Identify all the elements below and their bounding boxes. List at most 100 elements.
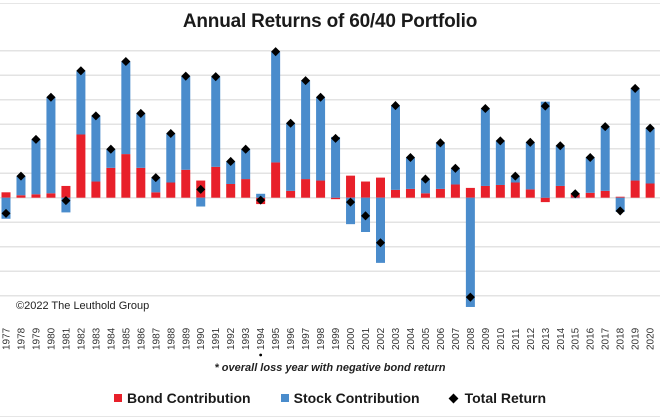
x-tick-label: 2003	[391, 327, 402, 350]
bars	[1, 51, 655, 307]
total-return-point	[91, 111, 101, 121]
x-tick-label: 1996	[286, 327, 297, 350]
bond-bar	[390, 189, 400, 198]
bond-bar	[316, 180, 326, 198]
total-return-point	[106, 144, 116, 154]
x-tick-label: 1979	[31, 327, 42, 350]
total-return-point	[181, 71, 191, 81]
chart-plot: 1977 1978 1979 1980 1981 1982 1983 1984 1985 1986…	[0, 47, 660, 357]
total-return-point	[585, 152, 595, 163]
stock-bar	[196, 197, 206, 207]
x-tick-label: 1977	[2, 327, 13, 350]
total-return-point	[226, 156, 236, 166]
x-tick-label: 2011	[511, 328, 522, 350]
legend-label-stock: Stock Contribution	[293, 390, 420, 406]
stock-bar	[465, 197, 475, 307]
bond-bar	[151, 192, 161, 198]
stock-bar	[525, 142, 535, 190]
bond-bar	[211, 166, 221, 198]
bond-bar	[91, 181, 101, 198]
bond-bar	[31, 194, 41, 198]
total-return-point	[405, 152, 415, 163]
bond-swatch-icon	[113, 394, 122, 402]
x-tick-label: 1992	[226, 327, 237, 350]
stock-swatch-icon	[280, 394, 289, 402]
x-tick-label: 2013	[541, 327, 552, 350]
bond-bar	[450, 184, 460, 198]
bond-bar	[480, 185, 490, 198]
x-tick-label: 1988	[166, 327, 177, 350]
total-return-point	[121, 56, 131, 67]
x-tick-label: 1985	[121, 327, 132, 350]
x-axis-labels: 1977 1978 1979 1980 1981 1982 1983 1984 1985 1986…	[2, 327, 657, 357]
stock-bar	[181, 76, 191, 170]
x-tick-label: 2001	[361, 327, 372, 350]
x-tick-label: 2020	[646, 327, 657, 350]
x-tick-label: 1998	[316, 327, 327, 350]
x-tick-label: 1995	[271, 327, 282, 350]
asterisk-marker	[259, 353, 263, 357]
x-tick-label: 1993	[241, 327, 252, 350]
bond-bar	[46, 193, 56, 198]
stock-bar	[166, 133, 176, 183]
bond-bar	[226, 183, 236, 198]
stock-bar	[1, 197, 11, 219]
bond-bar	[271, 162, 281, 198]
bond-bar	[16, 195, 26, 198]
x-tick-label: 2016	[586, 327, 597, 350]
stock-bar	[585, 157, 595, 193]
stock-bar	[420, 179, 430, 194]
bond-bar	[495, 184, 505, 198]
stock-bar	[241, 149, 251, 180]
x-tick-label: 1980	[46, 327, 57, 350]
x-tick-label: 1982	[76, 327, 87, 350]
stock-bar	[645, 128, 655, 184]
stock-bar	[555, 145, 565, 186]
total-return-point	[211, 72, 221, 82]
x-tick-label: 1987	[151, 327, 162, 350]
bond-bar	[405, 188, 415, 198]
bond-bar	[525, 189, 535, 198]
x-tick-label: 2008	[466, 327, 477, 350]
stock-bar	[16, 176, 26, 196]
stock-bar	[136, 113, 146, 168]
total-return-point	[360, 211, 371, 221]
x-tick-label: 1999	[331, 327, 342, 350]
total-return-point	[136, 108, 146, 118]
total-return-point	[286, 118, 296, 128]
stock-bar	[540, 101, 550, 198]
footnote: * overall loss year with negative bond r…	[214, 362, 446, 374]
gridlines	[0, 49, 660, 297]
x-tick-label: 2014	[556, 327, 567, 350]
stock-bar	[390, 105, 400, 190]
legend-item-total: Total Return	[448, 390, 546, 406]
x-tick-label: 1978	[16, 327, 27, 350]
bond-bar	[241, 179, 251, 198]
stock-bar	[615, 197, 625, 212]
bond-bar	[540, 197, 550, 203]
stock-bar	[301, 80, 311, 180]
bond-bar	[645, 183, 655, 198]
x-tick-label: 1994	[256, 327, 267, 350]
x-tick-label: 2007	[451, 327, 462, 350]
total-return-point	[31, 134, 41, 144]
x-tick-label: 2010	[496, 327, 507, 350]
stock-bar	[286, 123, 296, 191]
bond-bar	[435, 188, 445, 198]
diamond-icon	[448, 393, 459, 403]
bond-bar	[136, 167, 146, 198]
bond-bar	[301, 179, 311, 198]
stock-bar	[405, 157, 415, 189]
x-tick-label: 2000	[346, 327, 357, 350]
x-tick-label: 2018	[616, 327, 627, 350]
x-tick-label: 1983	[91, 327, 102, 350]
total-return-point	[301, 76, 311, 86]
x-tick-label: 1989	[181, 327, 192, 350]
total-return-point	[316, 92, 326, 102]
x-tick-label: 2017	[601, 327, 612, 350]
bond-bar	[376, 177, 385, 198]
stock-bar	[435, 142, 445, 189]
total-return-point	[76, 66, 86, 76]
total-return-point	[151, 173, 161, 183]
total-return-point	[495, 136, 505, 146]
